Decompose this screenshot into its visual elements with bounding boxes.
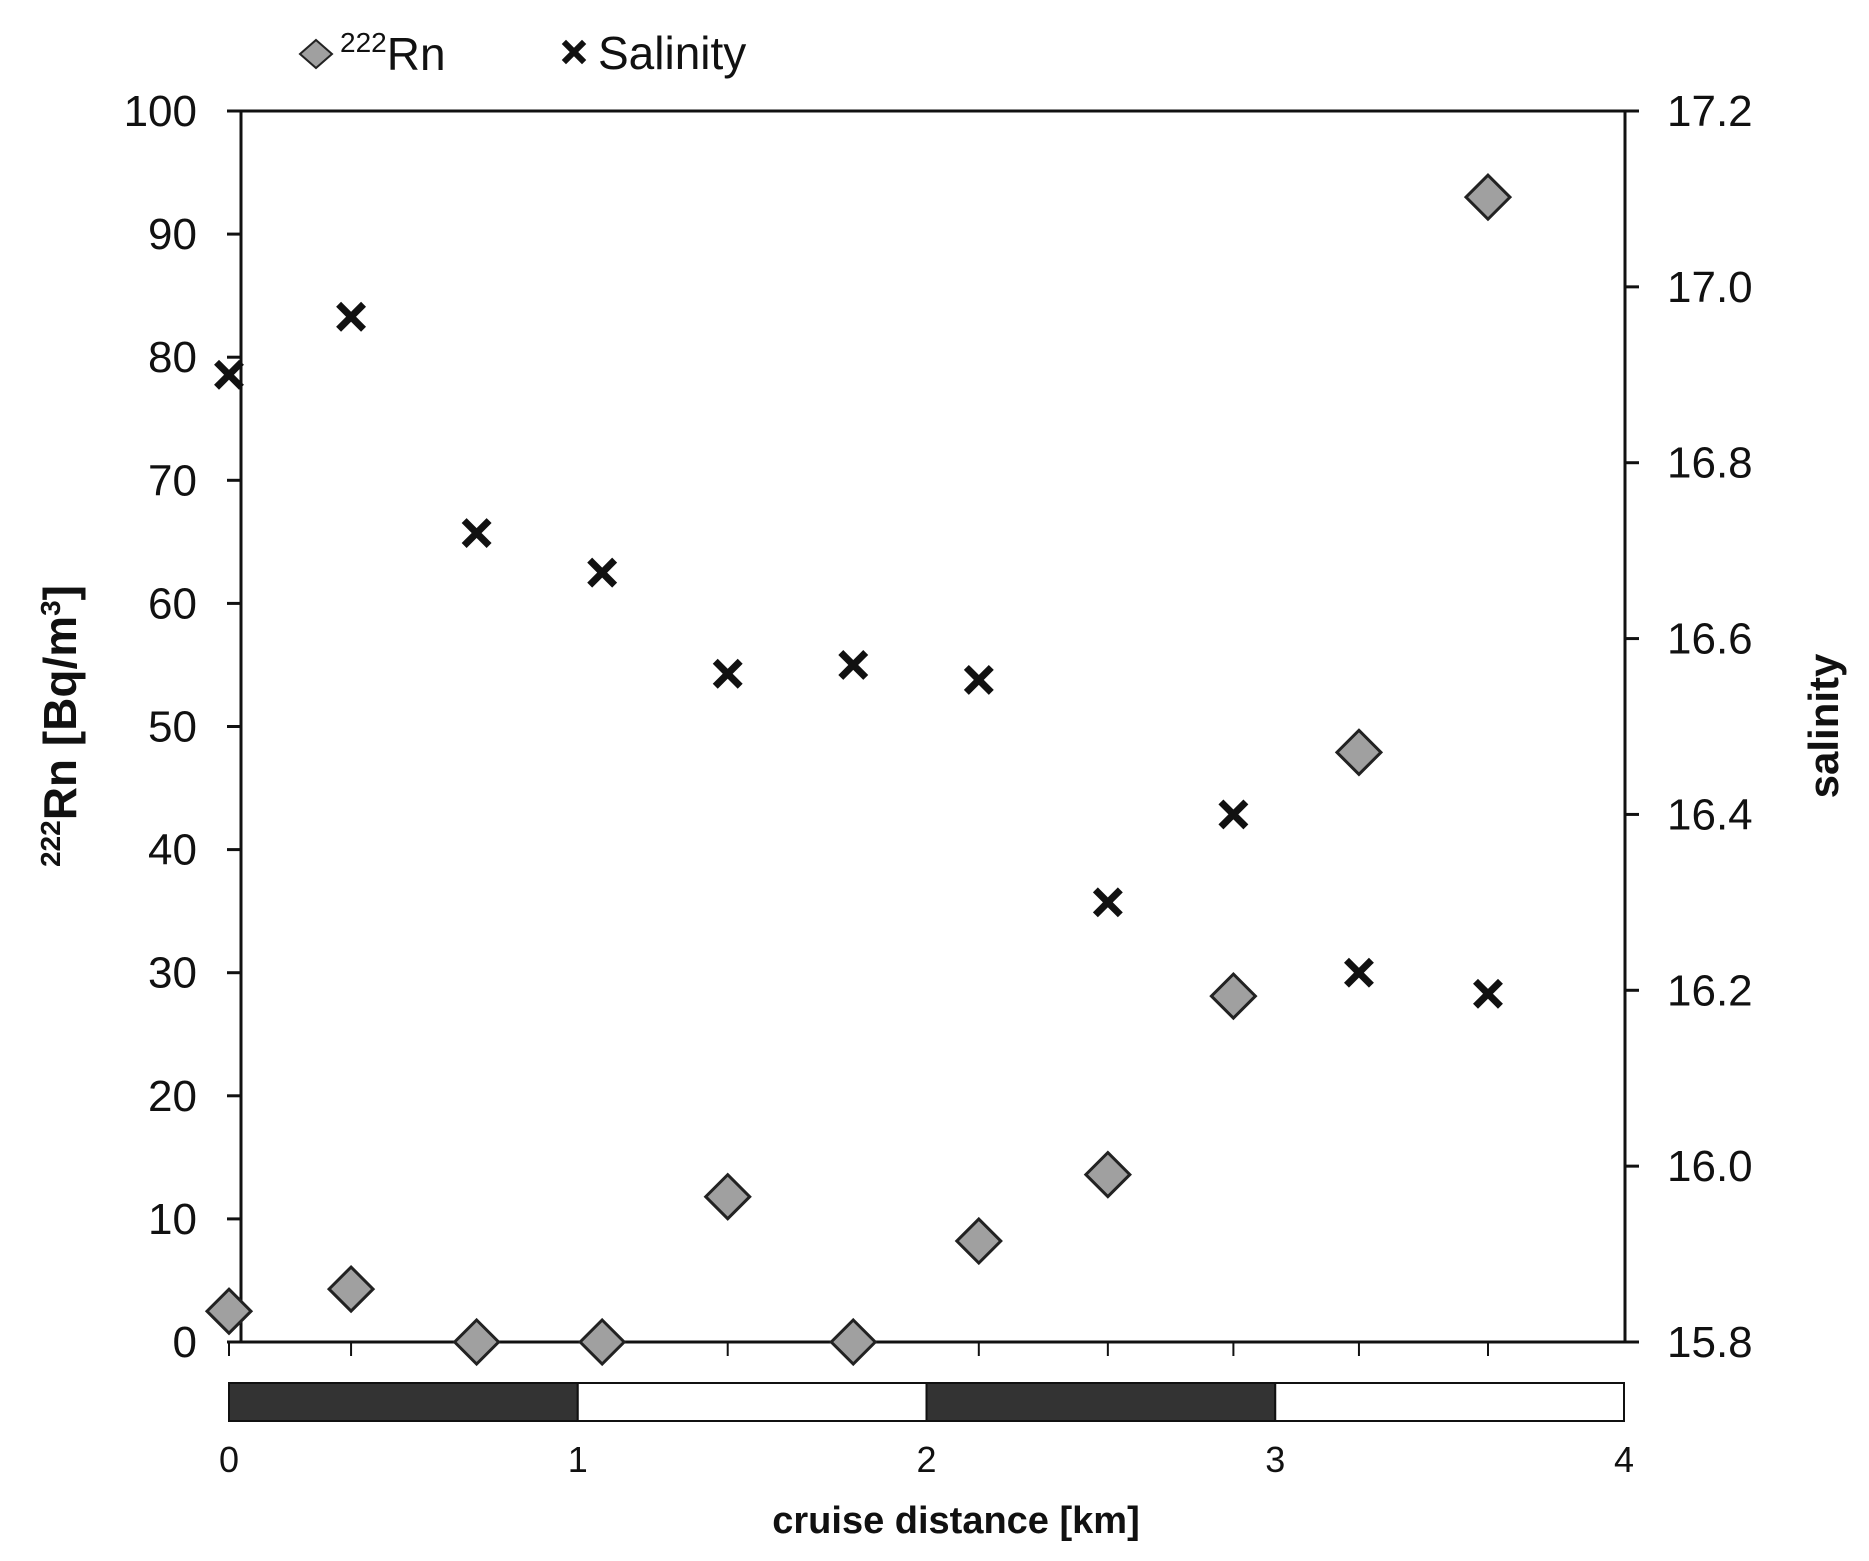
x-tick-label: 2 [916,1439,936,1480]
scale-bar-segment [1274,1382,1625,1422]
rn-point [954,1216,1003,1266]
salinity-point [963,664,994,695]
left-axis-title: 222Rn [Bq/m3] [34,585,86,867]
right-tick-label: 17.2 [1667,87,1753,136]
rn-point [578,1317,627,1367]
legend-rn-marker [298,38,334,70]
salinity-point [1473,978,1503,1009]
left-tick-label: 20 [148,1072,197,1121]
left-tick-label: 40 [148,826,197,875]
salinity-point [1344,957,1374,988]
left-tick-label: 70 [148,456,197,505]
left-axis: 0 10 20 30 40 50 60 70 80 90 100 [124,87,241,1367]
salinity-point [214,359,244,390]
scale-bar-segment [576,1382,928,1422]
x-tick-label: 1 [568,1439,588,1480]
left-tick-label: 100 [124,87,197,136]
rn-point [452,1317,501,1367]
right-tick-label: 17.0 [1667,263,1753,312]
right-tick-label: 16.4 [1667,790,1753,839]
rn-point [1463,173,1513,222]
salinity-point [838,650,869,680]
series-salinity [214,301,1503,1009]
legend-rn-label: 222Rn [340,27,446,80]
legend-salinity-marker [561,39,587,65]
salinity-point [336,301,367,332]
salinity-point [712,658,743,689]
rn-point [1334,728,1384,777]
rn-point [703,1172,752,1221]
left-tick-label: 80 [148,333,197,382]
right-tick-label: 16.6 [1667,615,1753,664]
right-tick-label: 16.2 [1667,966,1753,1015]
rn-point [1083,1150,1132,1199]
legend: 222Rn Salinity [298,27,746,80]
series-rn [204,173,1513,1367]
right-axis: 15.8 16.0 16.2 16.4 16.6 16.8 17.0 17.2 [1625,87,1753,1367]
salinity-point [461,518,492,549]
x-tick-label: 4 [1614,1439,1634,1480]
rn-point [204,1287,254,1336]
x-axis-title: cruise distance [km] [772,1500,1139,1542]
x-tick-label: 0 [219,1439,239,1480]
left-tick-label: 10 [148,1195,197,1244]
rn-point [829,1317,878,1367]
left-tick-label: 90 [148,210,197,259]
right-tick-label: 15.8 [1667,1318,1753,1367]
rn-point [326,1264,376,1314]
right-tick-label: 16.0 [1667,1142,1753,1191]
rn-point [1209,971,1258,1021]
x-tick-label: 3 [1265,1439,1285,1480]
left-tick-label: 50 [148,703,197,752]
scale-bar-segment [228,1382,579,1422]
right-axis-title: salinity [1800,653,1847,798]
salinity-point [587,557,618,588]
salinity-point [1218,799,1249,830]
salinity-point [1092,887,1123,918]
scale-bar-segment [925,1382,1277,1422]
legend-salinity-label: Salinity [598,27,746,79]
left-tick-label: 0 [173,1318,197,1367]
distance-scale-bar: 0 1 2 3 4 [219,1382,1634,1480]
right-tick-label: 16.8 [1667,439,1753,488]
left-tick-label: 30 [148,949,197,998]
plot-area [239,109,1627,1344]
left-tick-label: 60 [148,579,197,628]
